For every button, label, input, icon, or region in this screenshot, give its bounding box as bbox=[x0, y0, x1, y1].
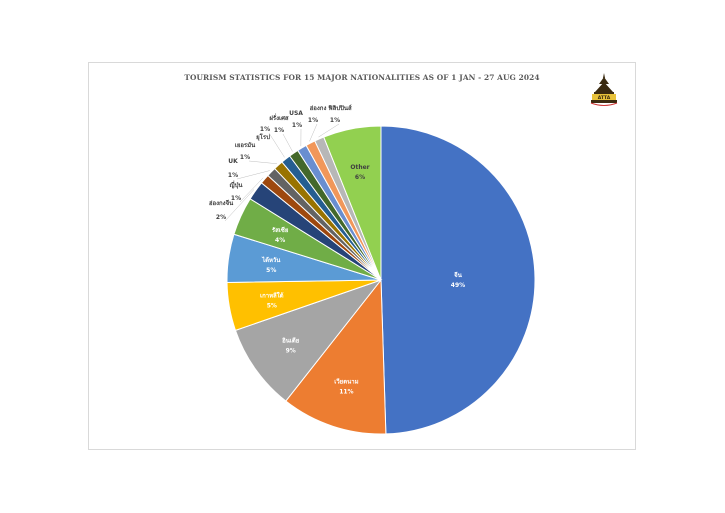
slice-percent-label: 6% bbox=[355, 174, 365, 181]
slice-percent-label: 5% bbox=[267, 302, 277, 309]
leader-line bbox=[268, 132, 285, 158]
slice-percent-label: 49% bbox=[451, 282, 465, 289]
slice-label: ฮ่องกง bbox=[310, 105, 327, 112]
slice-percent-label: 11% bbox=[339, 388, 353, 395]
slice-label: ฟิลิปปินส์ bbox=[328, 104, 352, 112]
leader-line bbox=[224, 189, 255, 222]
slice-percent-label: 1% bbox=[228, 172, 238, 179]
slice-label: Other bbox=[350, 164, 369, 171]
slice-label: เวียดนาม bbox=[334, 377, 358, 385]
leader-line bbox=[239, 177, 264, 203]
slice-percent-label: 2% bbox=[216, 214, 226, 221]
pie-slice bbox=[323, 125, 382, 281]
slice-label: USA bbox=[289, 110, 303, 117]
slice-label: อินเดีย bbox=[282, 336, 300, 344]
slice-label: เกาหลีใต้ bbox=[260, 291, 284, 299]
slice-percent-label: 4% bbox=[275, 237, 285, 244]
leader-line bbox=[309, 123, 318, 142]
pie-slice bbox=[234, 278, 383, 402]
slice-label: ฮ่องกงจีน bbox=[209, 199, 234, 207]
slice-percent-label: 1% bbox=[274, 127, 284, 134]
pie-slice bbox=[285, 278, 387, 435]
slice-label: ไต้หวัน bbox=[261, 256, 281, 264]
svg-text:ATTA: ATTA bbox=[598, 95, 611, 101]
slice-percent-label: 1% bbox=[292, 122, 302, 129]
slice-label: ญี่ปุ่น bbox=[229, 180, 243, 189]
leader-line bbox=[248, 160, 278, 164]
chart-title: TOURISM STATISTICS FOR 15 MAJOR NATIONAL… bbox=[184, 73, 540, 82]
slice-label: ยุโรป bbox=[256, 133, 270, 141]
slice-percent-label: 1% bbox=[308, 117, 318, 124]
slice-percent-label: 9% bbox=[286, 347, 296, 354]
slice-percent-label: 1% bbox=[330, 117, 340, 124]
slice-percent-label: 1% bbox=[260, 126, 270, 133]
slice-percent-label: 5% bbox=[266, 267, 276, 274]
slice-percent-label: 1% bbox=[231, 195, 241, 202]
slice-label: รัสเซีย bbox=[272, 226, 289, 234]
leader-line bbox=[318, 123, 340, 138]
slice-label: UK bbox=[228, 158, 238, 165]
slice-label: จีน bbox=[454, 271, 463, 279]
leader-line bbox=[282, 133, 293, 152]
atta-logo-icon: ATTA bbox=[590, 73, 618, 106]
slice-label: ฝรั่งเศส bbox=[269, 113, 289, 122]
leader-line bbox=[236, 170, 270, 180]
slice-percent-label: 1% bbox=[240, 154, 250, 161]
pie-slice bbox=[380, 125, 536, 435]
slice-label: เยอรมัน bbox=[235, 141, 256, 149]
